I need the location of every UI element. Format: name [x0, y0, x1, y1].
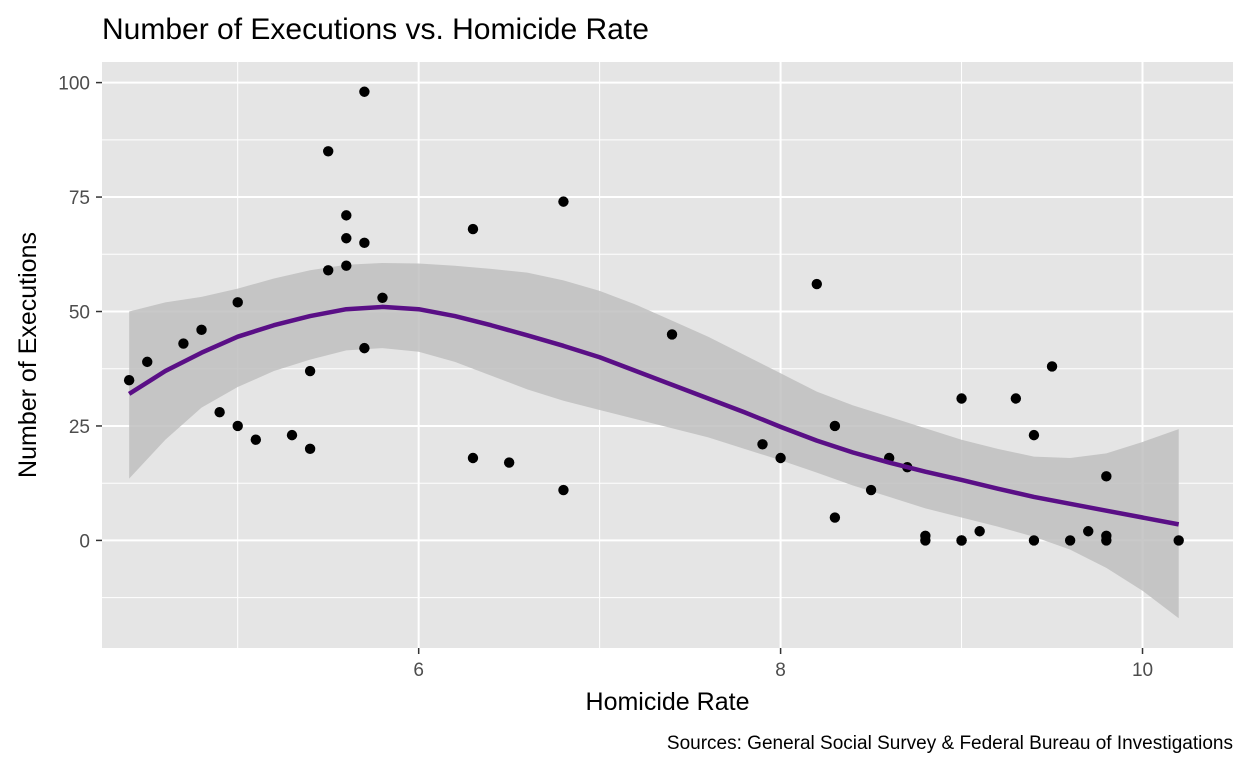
data-point	[956, 535, 967, 546]
data-point	[286, 429, 298, 441]
data-point	[377, 292, 388, 303]
data-point	[775, 452, 786, 464]
data-point	[503, 457, 515, 468]
data-point	[757, 439, 768, 450]
data-point	[214, 407, 225, 418]
data-point	[829, 420, 841, 432]
data-point	[359, 237, 370, 249]
data-point	[865, 484, 877, 496]
x-axis-ticks: 6 8 10	[413, 648, 1153, 681]
data-point	[811, 278, 822, 290]
y-axis-ticks: 0 25 50 75 100	[58, 74, 102, 552]
x-tick-label: 10	[1132, 660, 1153, 681]
data-point	[1010, 393, 1022, 404]
data-point	[142, 356, 153, 368]
data-point	[920, 535, 931, 546]
data-point	[666, 329, 678, 340]
data-point	[1083, 526, 1094, 537]
y-tick-label: 75	[69, 188, 90, 209]
data-point	[956, 393, 967, 404]
data-point	[1101, 535, 1112, 546]
data-points	[123, 86, 1184, 546]
data-point	[232, 297, 243, 308]
data-point	[178, 338, 189, 349]
y-tick-label: 100	[58, 74, 90, 95]
data-point	[1028, 429, 1040, 441]
data-point	[341, 260, 352, 271]
data-point	[467, 452, 479, 464]
data-point	[341, 233, 352, 244]
data-point	[558, 196, 569, 207]
data-point	[558, 484, 569, 496]
sources-caption: Sources: General Social Survey & Federal…	[667, 733, 1233, 754]
y-axis-title: Number of Executions	[14, 232, 42, 478]
data-point	[232, 420, 243, 432]
data-point	[196, 324, 207, 336]
data-point	[1173, 535, 1184, 546]
x-tick-label: 8	[775, 660, 786, 681]
chart-title: Number of Executions vs. Homicide Rate	[102, 13, 649, 46]
data-point	[323, 146, 334, 157]
y-tick-label: 50	[69, 303, 90, 324]
data-point	[304, 365, 316, 377]
data-point	[974, 526, 985, 537]
data-point	[341, 210, 352, 221]
data-point	[1046, 361, 1058, 372]
data-point	[123, 374, 135, 386]
data-point	[359, 86, 370, 97]
data-point	[323, 265, 334, 276]
data-point	[1064, 535, 1076, 546]
x-axis-title: Homicide Rate	[586, 688, 750, 716]
data-point	[359, 342, 370, 354]
data-point	[467, 223, 479, 235]
y-tick-label: 25	[69, 417, 90, 438]
data-point	[1028, 535, 1040, 546]
data-point	[1101, 471, 1112, 482]
confidence-ribbon	[129, 262, 1179, 619]
x-tick-label: 6	[413, 660, 424, 681]
data-point	[304, 443, 316, 455]
data-point	[829, 512, 841, 523]
data-point	[250, 434, 262, 445]
y-tick-label: 0	[79, 531, 90, 552]
smooth-trend-line	[127, 304, 1180, 527]
